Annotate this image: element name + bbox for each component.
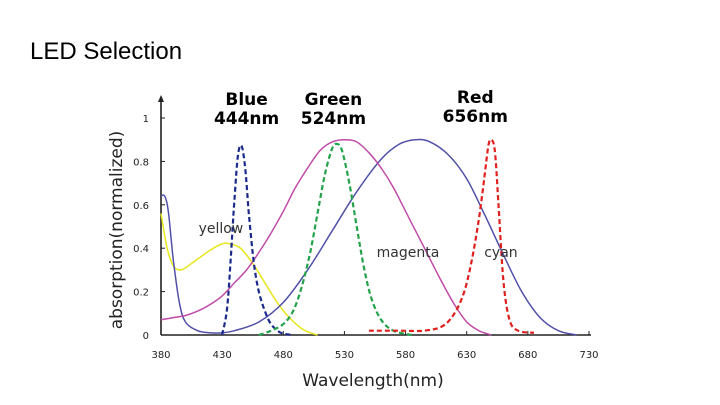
slide-title: LED Selection — [30, 38, 183, 65]
annotation-line: yellow — [199, 221, 244, 237]
y-tick-label: 0.6 — [133, 201, 149, 212]
annotation-line: Red — [457, 88, 494, 108]
annotation-blue: Blue 444nm — [214, 90, 279, 129]
x-tick-label: 380 — [151, 350, 170, 361]
annotation-line: cyan — [484, 245, 517, 261]
annotation-line: 656nm — [443, 107, 508, 127]
chart-series — [160, 138, 577, 337]
series-line-red — [368, 138, 535, 334]
series-line-cyan — [160, 138, 577, 336]
series-line-blue — [221, 144, 294, 337]
series-line-magenta — [160, 138, 492, 336]
chart-annotations: Blue 444nm Green 524nm Red 656nm yellow magenta… — [199, 88, 518, 261]
y-tick-label: 1 — [143, 114, 149, 125]
x-tick-label: 630 — [457, 350, 476, 361]
annotation-line: Blue — [225, 90, 267, 110]
y-tick-label: 0.8 — [133, 157, 149, 168]
annotation-green: Green 524nm — [301, 90, 366, 129]
x-tick-label: 480 — [274, 350, 293, 361]
annotation-magenta: magenta — [377, 245, 440, 261]
x-tick-label: 580 — [396, 350, 415, 361]
annotation-line: 524nm — [301, 109, 366, 129]
series-line-yellow — [160, 213, 318, 336]
annotation-red: Red 656nm — [443, 88, 508, 127]
annotation-line: 444nm — [214, 109, 279, 129]
x-tick-label: 530 — [335, 350, 354, 361]
x-axis-label: Wavelength(nm) — [302, 371, 443, 391]
chart-ticks: 380 430 480 530 580 630 680 730 0 0.2 0.4 0.6 0.8 1 — [133, 114, 598, 361]
y-tick-label: 0.4 — [133, 244, 149, 255]
y-tick-label: 0.2 — [133, 288, 149, 299]
y-axis-label: absorption(normalized) — [107, 131, 127, 330]
x-tick-label: 430 — [213, 350, 232, 361]
annotation-line: Green — [305, 90, 363, 110]
series-line-green — [258, 142, 412, 337]
y-axis-arrow — [158, 95, 164, 102]
annotation-cyan: cyan — [484, 245, 517, 261]
x-tick-label: 680 — [518, 350, 537, 361]
y-tick-label: 0 — [143, 331, 149, 342]
annotation-yellow: yellow — [199, 221, 244, 237]
x-tick-label: 730 — [579, 350, 598, 361]
annotation-line: magenta — [377, 245, 440, 261]
